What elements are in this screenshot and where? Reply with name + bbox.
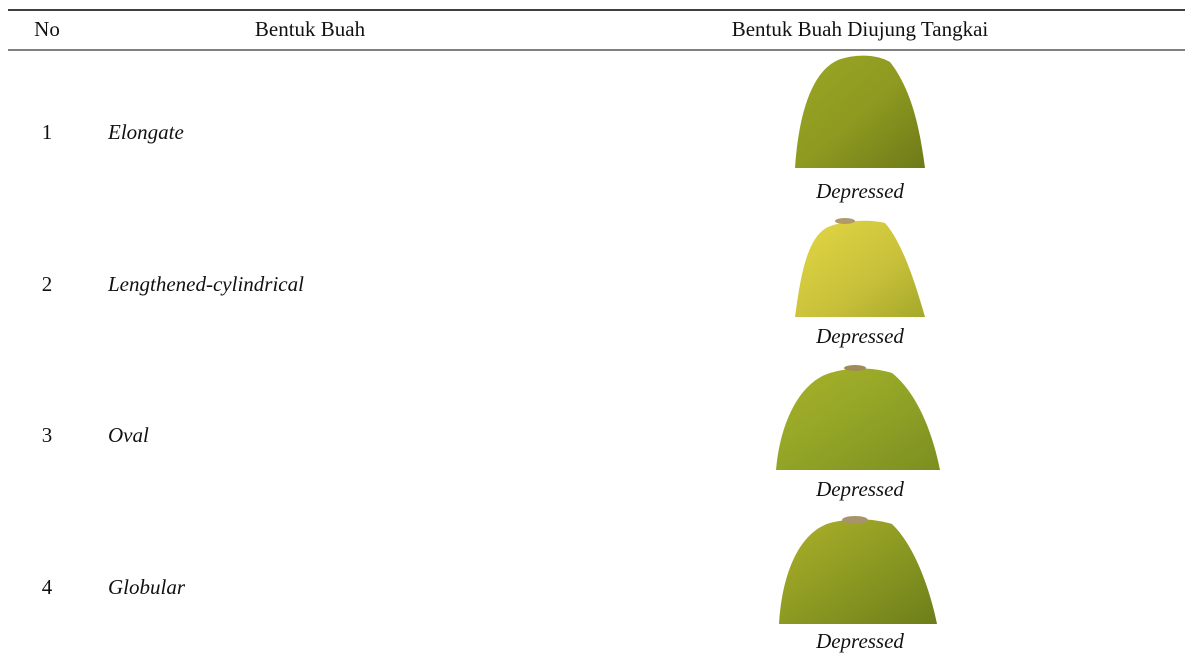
- fruit-shape: Globular: [108, 575, 186, 599]
- tip-shape: Depressed: [815, 324, 904, 348]
- tip-shape: Depressed: [815, 477, 904, 501]
- row-number: 1: [42, 120, 53, 144]
- fruit-image: [795, 56, 925, 168]
- tip-shape: Depressed: [815, 179, 904, 203]
- row-number: 4: [42, 575, 53, 599]
- header-cell: No: [34, 17, 60, 41]
- header-cell: Bentuk Buah Diujung Tangkai: [732, 17, 989, 41]
- fruit-image: [795, 221, 925, 317]
- fruit-stem: [842, 516, 868, 524]
- fruit-shape: Lengthened-cylindrical: [107, 272, 304, 296]
- row-number: 2: [42, 272, 53, 296]
- table: No Bentuk Buah Bentuk Buah Diujung Tangk…: [0, 0, 1192, 657]
- page: No Bentuk Buah Bentuk Buah Diujung Tangk…: [0, 0, 1192, 657]
- fruit-shape: Oval: [108, 423, 149, 447]
- fruit-stem: [844, 365, 866, 371]
- tip-shape: Depressed: [815, 629, 904, 653]
- fruit-shape: Elongate: [107, 120, 184, 144]
- header-cell: Bentuk Buah: [255, 17, 366, 41]
- fruit-image: [776, 369, 940, 471]
- fruit-image: [779, 519, 937, 624]
- row-number: 3: [42, 423, 53, 447]
- fruit-stem: [835, 218, 855, 224]
